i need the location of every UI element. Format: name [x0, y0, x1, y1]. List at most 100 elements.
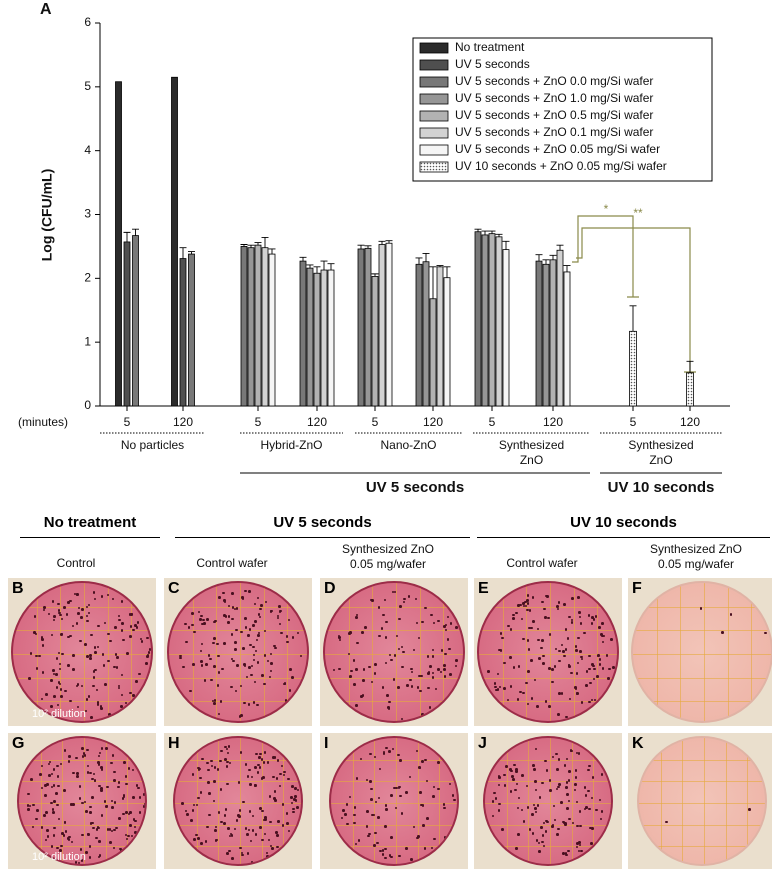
legend-swatch [419, 144, 449, 156]
colony [281, 803, 285, 806]
dilution-note: 10² dilution [32, 851, 86, 863]
colony [237, 781, 241, 784]
header-line [20, 537, 160, 538]
colony [556, 833, 559, 836]
colony [562, 852, 565, 855]
legend-label: UV 5 seconds + ZnO 0.0 mg/Si wafer [455, 74, 653, 88]
colony [217, 811, 221, 814]
colony [402, 600, 406, 604]
colony [515, 847, 518, 850]
colony [244, 763, 248, 766]
colony [575, 672, 579, 675]
colony [134, 624, 137, 627]
colony [542, 662, 545, 665]
error-bar [132, 228, 139, 236]
colony [421, 804, 425, 807]
colony [108, 828, 112, 831]
bar [429, 298, 437, 407]
colony [263, 751, 267, 754]
colony [517, 796, 521, 800]
colony [600, 810, 604, 813]
colony [577, 636, 580, 639]
bar [320, 269, 328, 407]
colony [431, 671, 435, 675]
plate-photo: K [628, 733, 772, 869]
colony [367, 834, 370, 838]
colony [283, 682, 287, 685]
colony [267, 838, 271, 842]
colony [507, 624, 510, 628]
colony [412, 825, 416, 829]
colony [77, 612, 80, 615]
colony [93, 597, 97, 601]
colony [583, 807, 587, 810]
legend-label: UV 5 seconds + ZnO 0.05 mg/Si wafer [455, 142, 660, 156]
colony [248, 628, 252, 631]
colony [251, 814, 255, 818]
grid-line [175, 803, 301, 804]
colony [551, 680, 554, 684]
colony [219, 759, 222, 763]
colony [388, 653, 392, 657]
colony [197, 768, 201, 771]
colony [382, 750, 386, 754]
colony [48, 774, 51, 777]
colony [276, 834, 279, 837]
colony [191, 773, 195, 776]
colony [97, 826, 101, 830]
colony [87, 611, 91, 615]
colony [516, 806, 520, 810]
colony [257, 631, 261, 635]
colony [179, 654, 182, 658]
colony [349, 675, 352, 678]
colony [591, 776, 595, 779]
colony [73, 592, 77, 596]
colony [134, 831, 137, 834]
colony [46, 783, 49, 786]
colony [592, 664, 595, 668]
colony [527, 648, 530, 651]
colony [224, 745, 227, 749]
colony [52, 618, 56, 622]
colony [361, 694, 365, 697]
colony [373, 755, 377, 759]
colony [276, 614, 280, 618]
colony [347, 652, 351, 656]
colony [199, 649, 203, 653]
colony [258, 766, 262, 769]
colony [74, 861, 78, 864]
colony [225, 765, 229, 768]
colony [442, 803, 446, 806]
colony [567, 664, 571, 667]
colony [286, 640, 289, 644]
colony [551, 668, 554, 671]
colony [69, 599, 72, 603]
colony [58, 667, 62, 671]
colony [439, 670, 443, 674]
colony [448, 782, 452, 786]
colony [384, 825, 387, 828]
colony [566, 637, 570, 640]
colony [578, 843, 582, 847]
panel-letter: C [168, 580, 180, 597]
error-bar [549, 254, 557, 260]
colony [41, 671, 45, 674]
colony [557, 713, 560, 716]
colony [191, 809, 195, 812]
colony [80, 616, 83, 619]
colony [501, 636, 504, 640]
colony [121, 622, 124, 625]
colony [418, 674, 421, 678]
colony [47, 612, 51, 616]
error-bar [563, 265, 571, 272]
colony [237, 814, 240, 817]
annotation: * [604, 202, 609, 216]
colony [591, 616, 594, 619]
colony [558, 692, 561, 695]
colony [268, 675, 272, 679]
group-label: No particles [120, 438, 185, 452]
colony [273, 797, 276, 800]
dilution-note: 10² dilution [32, 708, 86, 720]
colony [83, 754, 87, 757]
bar [415, 263, 423, 407]
